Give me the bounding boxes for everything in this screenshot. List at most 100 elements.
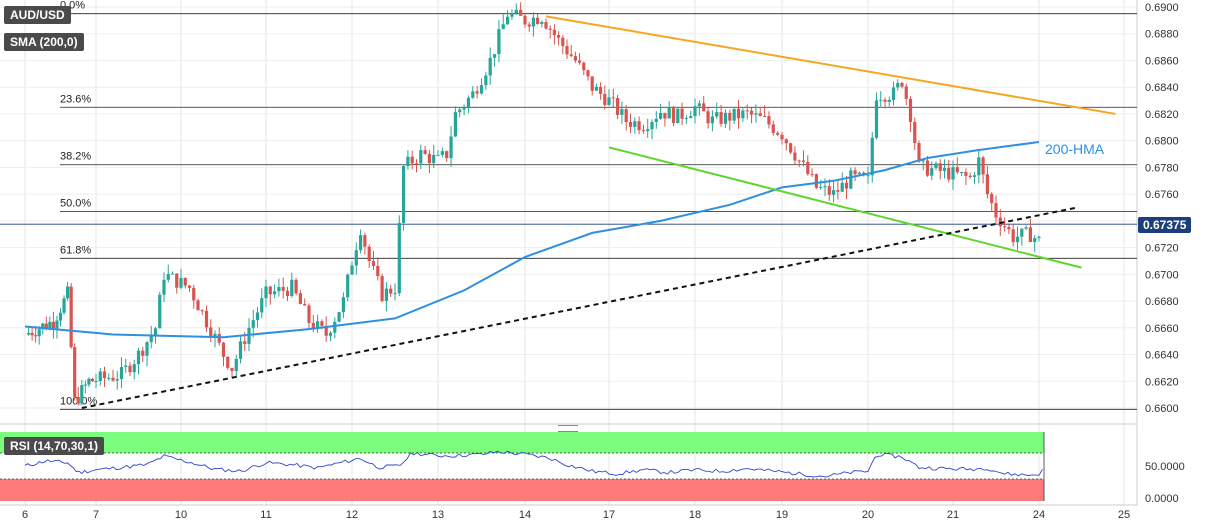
candle-body xyxy=(697,103,701,107)
sma-label[interactable]: SMA (200,0) xyxy=(4,33,84,51)
candle-body xyxy=(557,35,561,38)
candle-body xyxy=(311,322,315,329)
candle-body xyxy=(337,312,341,322)
candle-body xyxy=(62,298,66,313)
candle-body xyxy=(453,112,457,137)
candle-body xyxy=(183,277,187,286)
candle-body xyxy=(324,325,328,336)
candle-body xyxy=(179,277,183,288)
candle-body xyxy=(736,108,741,119)
candle-body xyxy=(715,112,719,117)
candle-body xyxy=(58,312,63,321)
candle-body xyxy=(1015,236,1020,243)
candle-body xyxy=(419,150,423,164)
candle-body xyxy=(527,24,531,27)
candle-body xyxy=(90,378,95,382)
price-tick-label: 0.6820 xyxy=(1145,109,1179,121)
candle-body xyxy=(107,377,111,379)
trendline-dotted xyxy=(81,206,1078,409)
candle-body xyxy=(414,163,419,165)
candle-body xyxy=(462,106,466,110)
candle-body xyxy=(26,332,31,335)
candle-body xyxy=(234,358,238,372)
candle-body xyxy=(479,85,484,94)
time-axis[interactable]: 6 7 10 11 12 13 14 17 18 19 20 21 24 25 xyxy=(0,504,1137,521)
candle-body xyxy=(350,265,354,275)
candle-body xyxy=(930,168,934,176)
candle-body xyxy=(536,17,540,24)
time-tick-label: 25 xyxy=(1118,509,1130,521)
candle-body xyxy=(702,103,706,112)
rsi-panel[interactable]: 50.0000 0.0000 xyxy=(0,432,1185,505)
candle-body xyxy=(849,170,853,189)
fib-levels: 0.0%23.6%38.2%50.0%61.8%100.0% xyxy=(0,0,1137,410)
time-tick-label: 20 xyxy=(862,509,874,521)
candle-body xyxy=(891,87,896,100)
candle-body xyxy=(552,29,556,36)
candle-body xyxy=(624,109,628,122)
price-tick-label: 0.6880 xyxy=(1145,29,1179,41)
candle-body xyxy=(951,167,955,180)
time-tick-label: 21 xyxy=(947,509,959,521)
trendlines xyxy=(81,15,1116,409)
candle-body xyxy=(663,112,667,119)
price-tick-label: 0.6600 xyxy=(1145,403,1179,415)
candle-body xyxy=(1028,227,1032,243)
candle-body xyxy=(397,222,401,294)
candle-body xyxy=(942,167,947,171)
time-tick-label: 11 xyxy=(260,509,271,521)
candle-body xyxy=(73,347,77,397)
fib-label: 23.6% xyxy=(60,93,91,105)
candle-body xyxy=(913,121,917,143)
candle-body xyxy=(294,279,298,294)
candle-body xyxy=(367,246,371,262)
candle-body xyxy=(523,15,527,25)
candle-body xyxy=(819,186,823,188)
symbol-label[interactable]: AUD/USD xyxy=(4,6,71,24)
candle-body xyxy=(510,13,514,17)
candle-body xyxy=(238,341,243,359)
candle-body xyxy=(376,265,380,277)
trendline-green xyxy=(608,146,1082,269)
candle-body xyxy=(475,91,479,94)
candle-body xyxy=(934,163,938,169)
candle-body xyxy=(676,108,680,123)
candle-body xyxy=(226,356,230,368)
candle-body xyxy=(158,294,162,329)
candle-body xyxy=(947,167,951,180)
time-tick-label: 18 xyxy=(689,509,701,521)
rsi-line xyxy=(24,450,1043,478)
candle-body xyxy=(333,321,337,333)
candle-body xyxy=(741,110,745,119)
candle-body xyxy=(153,328,158,336)
candle-body xyxy=(646,129,650,132)
candle-body xyxy=(836,190,840,192)
candle-body xyxy=(1024,227,1028,229)
rsi-oversold-zone xyxy=(0,479,1044,501)
time-tick-label: 10 xyxy=(175,509,187,521)
candle-body xyxy=(896,82,900,88)
candle-body xyxy=(968,175,972,177)
candle-body xyxy=(34,335,38,337)
price-tick-label: 0.6860 xyxy=(1145,55,1179,67)
candle-body xyxy=(706,111,710,124)
candle-body xyxy=(141,350,145,356)
candle-body xyxy=(1011,229,1015,243)
hma-line xyxy=(24,141,1040,339)
last-price-tag: 0.67375 xyxy=(1138,217,1192,233)
rsi-label[interactable]: RSI (14,70,30,1) xyxy=(4,437,105,455)
candle-body xyxy=(66,286,70,299)
fib-label: 38.2% xyxy=(60,151,91,163)
candle-body xyxy=(960,172,964,174)
candle-body xyxy=(98,371,102,382)
candle-body xyxy=(30,332,34,336)
candle-body xyxy=(119,367,124,380)
candle-body xyxy=(684,118,688,120)
pane-resize-handle[interactable] xyxy=(558,425,578,432)
candle-body xyxy=(990,194,994,204)
rsi-overbought-zone xyxy=(0,432,1044,453)
candle-body xyxy=(247,327,251,344)
candle-body xyxy=(780,134,784,140)
price-tick-label: 0.6680 xyxy=(1145,296,1179,308)
